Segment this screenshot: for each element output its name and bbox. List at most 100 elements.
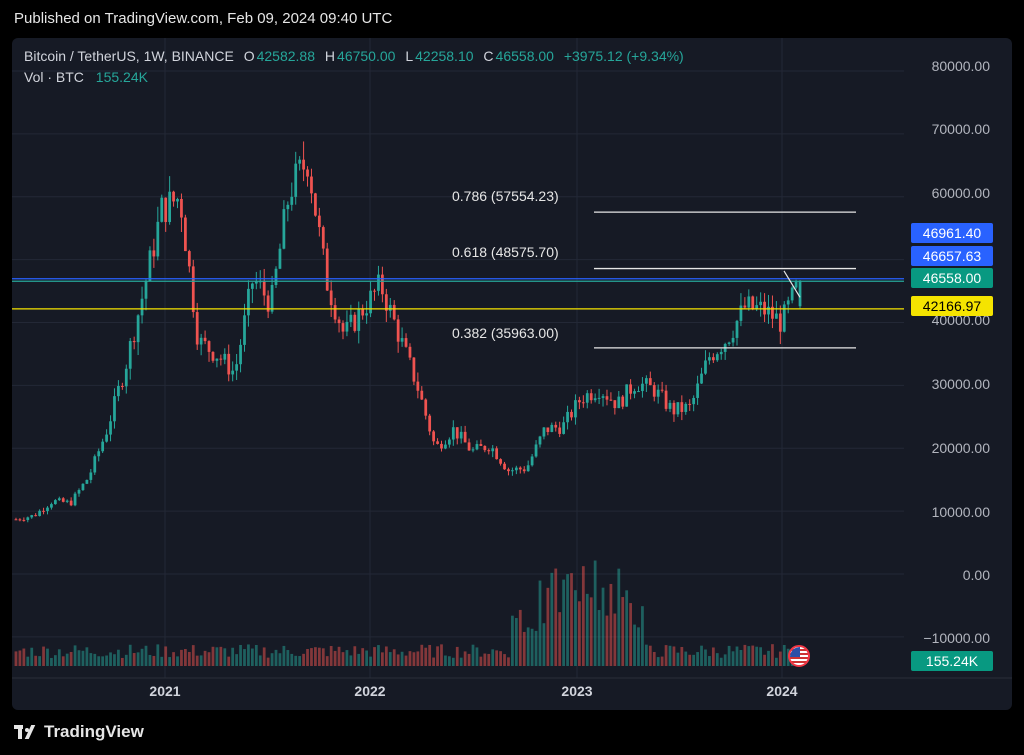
volume-bar [26,656,30,666]
volume-bar [680,646,684,666]
candle-body [447,439,451,445]
chart-panel[interactable]: Bitcoin / TetherUS, 1W, BINANCE O 42582.8… [12,38,1012,710]
volume-bar [554,568,558,666]
candle-body [786,300,790,305]
volume-bar [550,572,554,666]
candle-body [546,427,550,432]
candle-body [412,357,416,382]
candle-body [85,479,89,484]
candle-body [180,198,183,218]
candle-body [428,415,432,432]
volume-bar [365,650,369,666]
candle-body [755,305,759,309]
candle-body [644,378,648,384]
candle-body [235,364,238,371]
candle-body [148,250,152,282]
candle-body [581,402,585,404]
candle-body [534,444,538,457]
volume-bar [247,644,250,666]
candle-body [57,498,61,501]
volume-bar [432,657,435,666]
candle-body [416,381,420,391]
candle-body [396,319,400,342]
fib-786-label: 0.786 (57554.23) [452,188,559,204]
volume-bar [160,656,164,666]
candle-body [345,321,349,332]
candle-body [156,221,160,257]
volume-legend: Vol · BTC 155.24K [24,69,150,85]
volume-bar [656,657,660,666]
volume-bar [593,560,597,666]
candle-body [73,493,77,506]
volume-bar [164,646,168,666]
candle-body [321,227,325,249]
us-flag-event-icon[interactable] [788,645,810,667]
candle-body [739,305,743,321]
volume-bar [487,653,491,666]
volume-bar [89,653,93,666]
volume-bar [132,653,136,666]
candle-body [266,295,270,312]
candle-body [302,159,305,170]
candle-body [711,357,715,361]
candle-body [605,396,609,400]
top-bar: Published on TradingView.com, Feb 09, 20… [0,0,1024,38]
price-chart-svg[interactable] [12,38,1012,710]
volume-bar [633,624,636,666]
candle-body [676,402,680,415]
candle-body [14,519,18,521]
volume-bar [751,645,755,666]
volume-label: Vol · BTC [24,69,84,85]
volume-bar [613,613,617,666]
candle-body [585,393,589,403]
volume-bar [601,587,605,666]
volume-bar [231,647,235,666]
volume-bar [152,655,156,666]
low-label: L [405,48,414,64]
volume-bar [711,647,715,666]
volume-bar [65,653,69,666]
tradingview-logo[interactable]: TradingView [14,722,144,742]
volume-bar [589,597,593,666]
volume-bar [353,646,357,666]
volume-bar [778,651,782,666]
volume-bar [641,606,644,666]
horizontal-line-price-tag: 42166.97 [911,296,993,316]
volume-bar [727,645,731,666]
candle-body [191,266,195,313]
candle-body [507,469,510,472]
x-tick: 2021 [149,683,181,699]
fib-618-label: 0.618 (48575.70) [452,244,559,260]
candle-body [668,402,672,409]
volume-bar [581,566,585,666]
candle-body [444,444,447,449]
fib-trend-line [783,270,801,298]
volume-bar [168,657,172,666]
volume-bar [625,590,629,666]
candle-body [641,383,644,392]
volume-bar [302,653,305,666]
volume-bar [377,645,380,666]
volume-bar [57,649,61,666]
volume-bar [747,646,751,666]
volume-bar [715,653,719,666]
volume-bar [475,647,479,666]
candle-body [708,357,711,361]
candle-body [719,351,723,355]
candle-body [680,402,684,412]
volume-bar [755,646,759,666]
volume-bar [597,610,601,666]
candle-body [286,204,290,210]
volume-bar [270,653,274,666]
volume-bar [262,647,266,666]
candle-body [526,465,530,472]
candle-body [377,274,380,291]
candle-body [30,515,34,518]
candle-body [463,431,467,443]
volume-bar [373,647,376,666]
volume-bar [69,651,73,666]
symbol-label: Bitcoin / TetherUS, 1W, BINANCE [24,48,234,64]
y-tick: 30000.00 [931,376,990,392]
candle-body [514,467,518,471]
volume-bar [668,645,672,666]
